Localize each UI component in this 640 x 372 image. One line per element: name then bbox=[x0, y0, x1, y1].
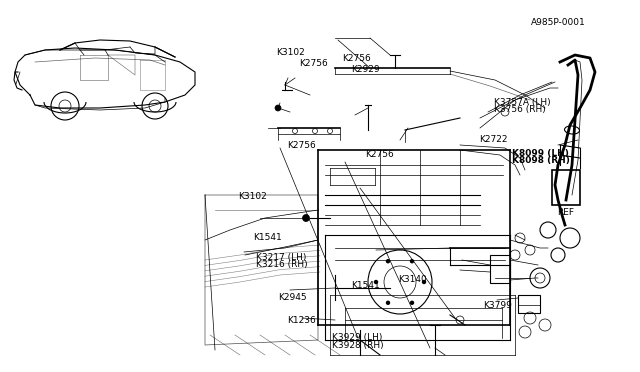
Text: K3799: K3799 bbox=[483, 301, 512, 310]
Circle shape bbox=[303, 215, 310, 221]
Bar bbox=[490, 255, 510, 283]
Text: K2929: K2929 bbox=[351, 65, 380, 74]
Text: K3928 (RH): K3928 (RH) bbox=[332, 341, 383, 350]
Text: K1236: K1236 bbox=[287, 316, 316, 325]
Text: K2756: K2756 bbox=[300, 60, 328, 68]
Text: K3140: K3140 bbox=[398, 275, 427, 283]
Text: K2945: K2945 bbox=[278, 293, 307, 302]
Text: K3757A (LH): K3757A (LH) bbox=[494, 98, 550, 107]
Circle shape bbox=[275, 105, 281, 111]
Text: K2756: K2756 bbox=[365, 150, 394, 159]
Text: K1541: K1541 bbox=[351, 281, 380, 290]
Bar bbox=[552, 170, 580, 205]
Circle shape bbox=[410, 301, 413, 304]
Text: REF: REF bbox=[557, 208, 574, 217]
Text: K3756 (RH): K3756 (RH) bbox=[494, 105, 546, 114]
Text: A985P-0001: A985P-0001 bbox=[531, 18, 586, 27]
Circle shape bbox=[387, 301, 390, 304]
Text: K3216 (RH): K3216 (RH) bbox=[256, 260, 308, 269]
Text: K2756: K2756 bbox=[342, 54, 371, 63]
Text: K3929 (LH): K3929 (LH) bbox=[332, 333, 382, 342]
Circle shape bbox=[410, 260, 413, 263]
Text: K1541: K1541 bbox=[253, 233, 282, 242]
Text: K8098 (RH): K8098 (RH) bbox=[512, 156, 570, 165]
Text: K3102: K3102 bbox=[238, 192, 267, 201]
Text: K2722: K2722 bbox=[479, 135, 508, 144]
Bar bbox=[518, 295, 540, 313]
Circle shape bbox=[374, 280, 378, 283]
Text: K2756: K2756 bbox=[287, 141, 316, 150]
Text: K3217 (LH): K3217 (LH) bbox=[256, 253, 307, 262]
Text: K8099 (LH): K8099 (LH) bbox=[512, 149, 569, 158]
Circle shape bbox=[422, 280, 426, 283]
Text: K3102: K3102 bbox=[276, 48, 305, 57]
Circle shape bbox=[387, 260, 390, 263]
